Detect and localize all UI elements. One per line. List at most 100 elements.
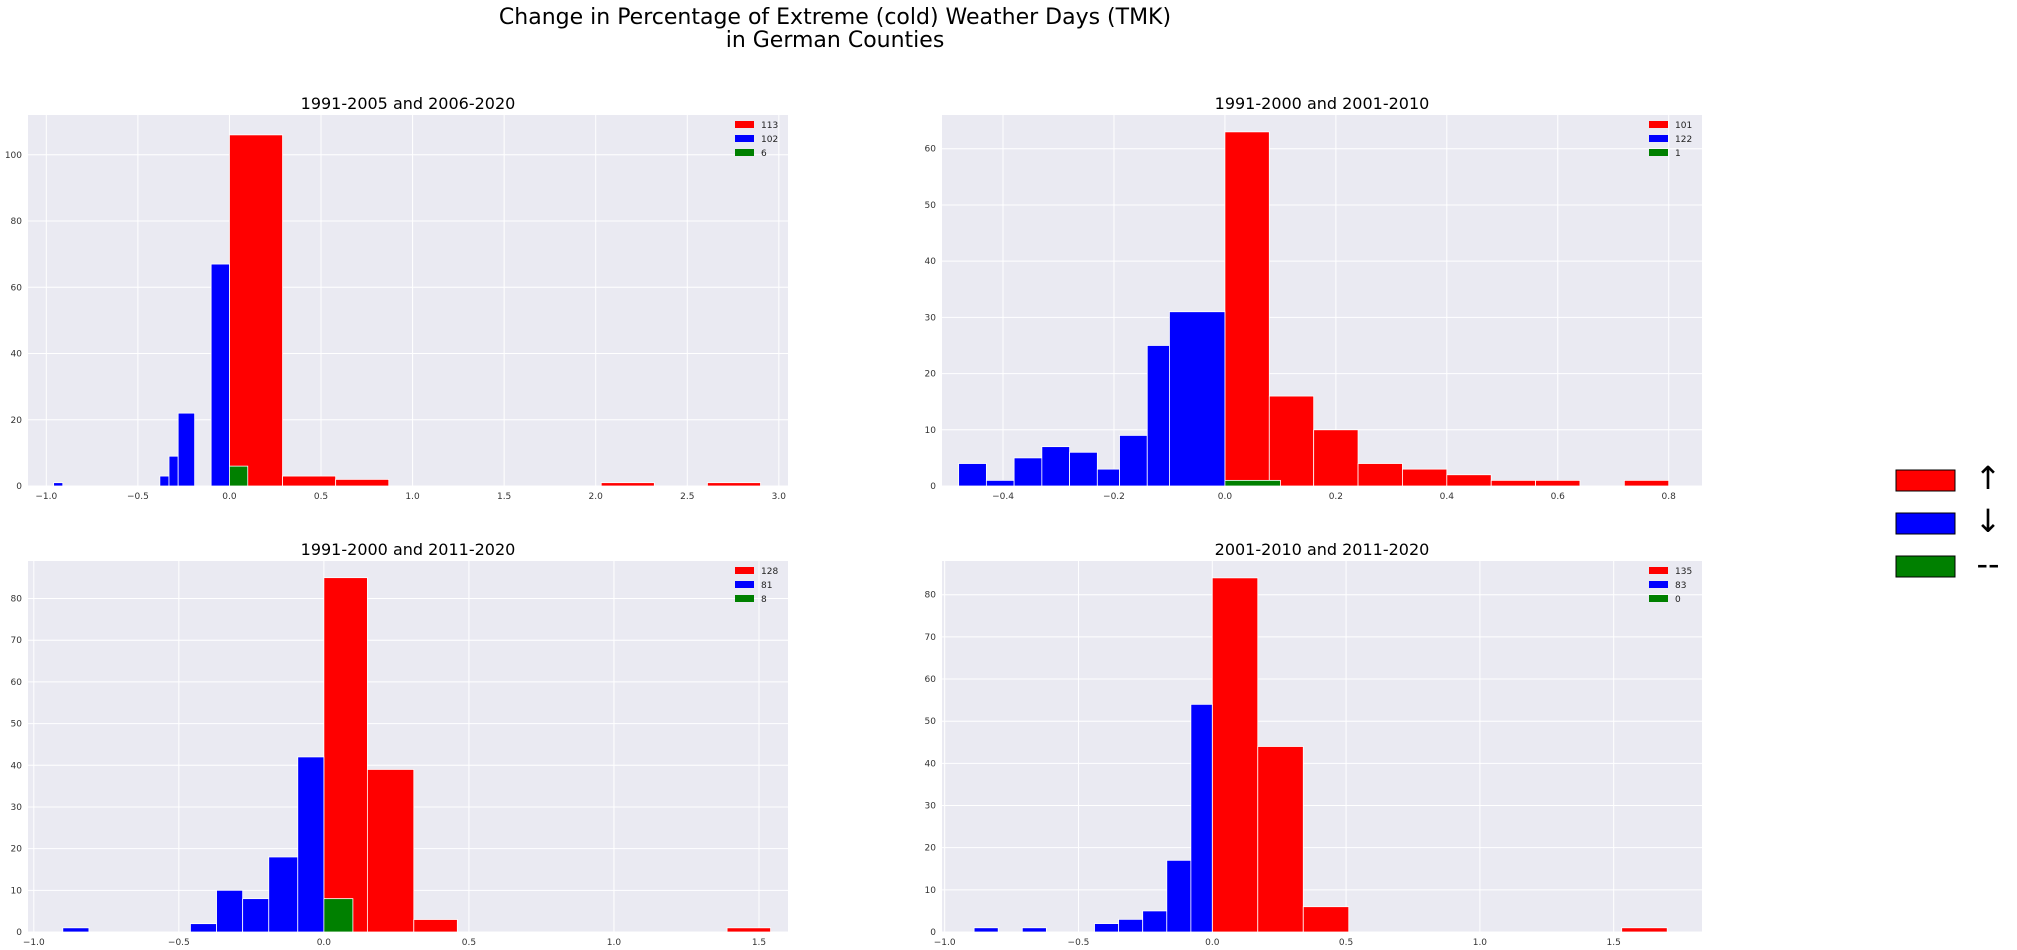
histogram-bar-down (958, 463, 987, 487)
y-tick-label: 0 (930, 928, 936, 938)
y-tick-label: 60 (11, 283, 23, 293)
y-tick-label: 20 (11, 416, 23, 426)
legend-swatch-flat (735, 595, 754, 602)
histogram-bar-down (168, 455, 179, 487)
histogram-bar-up (229, 134, 283, 487)
y-tick-label: 60 (925, 675, 937, 685)
histogram-bar-flat (323, 898, 354, 933)
histogram-panel-3: −1.0 −0.5 0.0 0.5 1.0 1.5 0 10 20 30 40 50 60 70 80 199… (11, 540, 788, 948)
y-tick-label: 20 (11, 845, 23, 855)
x-tick-label: 0.5 (1339, 938, 1353, 948)
x-tick-label: 0.0 (1218, 492, 1233, 502)
panel-title: 2001-2010 and 2011-2020 (1215, 540, 1430, 559)
histogram-bar-up (1224, 131, 1270, 487)
histogram-bar-down (53, 482, 64, 487)
x-tick-label: 1.5 (497, 492, 511, 502)
y-tick-label: 10 (925, 886, 937, 896)
panel-title: 1991-2005 and 2006-2020 (301, 94, 516, 113)
x-tick-label: 1.5 (1607, 938, 1621, 948)
histogram-bar-up (1621, 927, 1668, 933)
legend-swatch-flat (1649, 595, 1668, 602)
legend-swatch-up (735, 567, 754, 574)
histogram-bar-down (177, 412, 196, 487)
x-tick-label: 0.2 (1329, 492, 1343, 502)
y-tick-label: 0 (930, 482, 936, 492)
legend-label: 8 (761, 595, 767, 605)
histogram-bar-up (335, 478, 390, 487)
y-tick-label: 30 (925, 802, 937, 812)
panel-title: 1991-2000 and 2001-2010 (1215, 94, 1430, 113)
histogram-bar-down (985, 479, 1015, 487)
legend-label: 6 (761, 149, 767, 159)
y-tick-label: 50 (11, 720, 23, 730)
legend-swatch-flat (735, 149, 754, 156)
histogram-bar-down (190, 923, 217, 933)
legend-label: 122 (1675, 135, 1692, 145)
y-tick-label: 20 (925, 370, 937, 380)
histogram-bar-up (600, 482, 655, 487)
arrow-up-icon: ↑ (1975, 459, 2002, 497)
histogram-bar-up (282, 475, 337, 487)
histogram-bar-down (1118, 918, 1144, 933)
y-tick-label: 80 (925, 591, 937, 601)
legend-label: 135 (1675, 567, 1692, 577)
histogram-bar-down (62, 927, 90, 933)
histogram-bar-up (1357, 463, 1403, 487)
histogram-bar-down (1169, 311, 1226, 487)
legend-label: 128 (761, 567, 778, 577)
x-tick-label: 1.0 (405, 492, 420, 502)
histogram-bar-up (1268, 395, 1315, 487)
arrow-down-icon: ↓ (1975, 502, 2002, 540)
x-tick-label: 0.5 (314, 492, 328, 502)
histogram-bar-down (216, 889, 244, 933)
histogram-bar-up (1302, 906, 1350, 933)
histogram-bar-up (323, 577, 368, 933)
y-tick-label: 40 (925, 759, 937, 769)
x-tick-label: 1.5 (752, 938, 766, 948)
legend-label: 83 (1675, 581, 1686, 591)
x-tick-label: 0.5 (462, 938, 476, 948)
x-tick-label: 0.0 (222, 492, 237, 502)
x-tick-label: 0.8 (1662, 492, 1677, 502)
histogram-bar-flat (1224, 479, 1281, 487)
x-tick-label: 0.6 (1551, 492, 1566, 502)
x-tick-label: 2.5 (680, 492, 694, 502)
y-tick-label: 40 (11, 350, 23, 360)
histogram-bar-down (1190, 703, 1213, 933)
x-tick-label: 3.0 (772, 492, 787, 502)
y-tick-label: 100 (5, 151, 22, 161)
plot-area (942, 561, 1702, 932)
histogram-bar-down (1069, 451, 1098, 487)
histogram-bar-down (1013, 457, 1043, 487)
x-tick-label: 1.0 (1473, 938, 1488, 948)
histogram-bar-down (1119, 435, 1148, 487)
y-tick-label: 40 (925, 257, 937, 267)
histogram-bar-down (1021, 927, 1047, 933)
y-tick-label: 80 (11, 595, 23, 605)
histogram-bar-down (1146, 345, 1170, 487)
y-tick-label: 60 (925, 145, 937, 155)
y-tick-label: 40 (11, 761, 23, 771)
histogram-bar-down (973, 927, 999, 933)
legend-label: 102 (761, 135, 778, 145)
histogram-bar-up (1257, 746, 1304, 933)
legend-label: 113 (761, 121, 778, 131)
legend-swatch-up (735, 121, 754, 128)
histogram-bar-up (1313, 429, 1359, 487)
histogram-panel-4: −1.0 −0.5 0.0 0.5 1.0 1.5 0 10 20 30 40 50 60 70 80 200… (925, 540, 1702, 948)
y-tick-label: 10 (925, 426, 937, 436)
legend-label: 101 (1675, 121, 1692, 131)
plot-area (28, 115, 788, 486)
legend-swatch-down (735, 581, 754, 588)
y-tick-label: 0 (16, 482, 22, 492)
x-tick-label: −0.2 (1103, 492, 1125, 502)
figure-title-line1: Change in Percentage of Extreme (cold) W… (499, 5, 1171, 30)
histogram-bar-down (210, 263, 230, 487)
chart-panels: −1.0 −0.5 0.0 0.5 1.0 1.5 2.0 2.5 3.002040608010… (5, 94, 1702, 948)
x-tick-label: 0.0 (317, 938, 332, 948)
legend-label: 0 (1675, 595, 1681, 605)
y-tick-label: 20 (925, 844, 937, 854)
x-tick-label: −1.0 (23, 938, 45, 948)
histogram-bar-up (707, 482, 761, 487)
